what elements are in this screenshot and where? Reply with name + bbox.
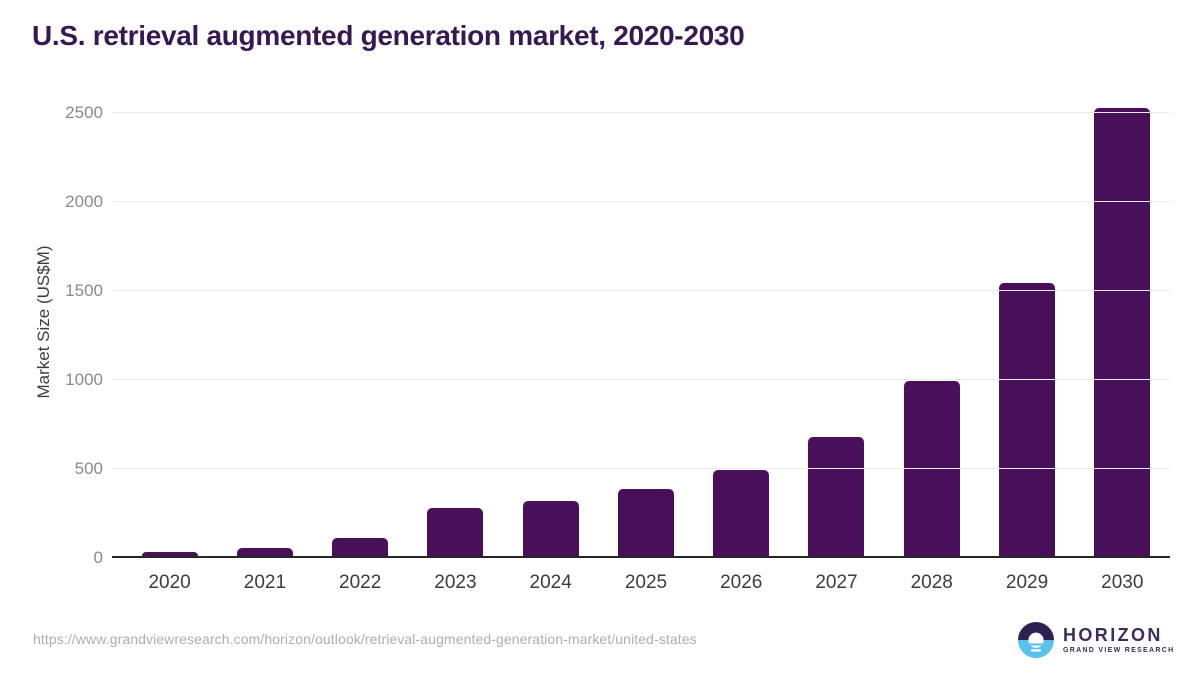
bar-2022 [332,538,389,556]
bar-band-2023 [408,507,503,556]
bar-2024 [522,500,579,556]
x-tick-label-2029: 2029 [1005,572,1049,593]
plot-area: 0 500 1000 1500 2000 2500 [65,95,1170,567]
gridline-1500 [113,290,1170,291]
brand-name: HORIZON [1063,625,1163,645]
bar-band-2020 [122,551,217,556]
bar-2023 [427,507,484,556]
bar-2025 [617,489,674,556]
bar-2021 [236,548,293,556]
gridline-2000 [113,201,1170,202]
x-tick-label-2020: 2020 [148,572,191,593]
x-tick-label-2030: 2030 [1101,572,1144,593]
x-axis-line [112,556,1170,558]
x-tick-label-2025: 2025 [624,572,668,593]
bar-band-2029 [979,282,1074,556]
bar-2030 [1094,108,1151,556]
x-tick-label-2023: 2023 [434,572,477,593]
bar-2027 [808,436,865,556]
bar-band-2026 [694,469,789,556]
y-tick-label-2500: 2500 [65,103,103,122]
bar-series [122,95,1170,556]
brand-subtitle: GRAND VIEW RESEARCH [1063,647,1175,654]
x-tick-label-2028: 2028 [910,572,953,593]
y-tick-label-500: 500 [74,459,103,478]
horizon-sunset-icon [1018,622,1054,658]
gridline-2500 [113,112,1170,113]
bar-band-2021 [217,548,312,556]
page-title: U.S. retrieval augmented generation mark… [32,20,745,51]
x-axis-labels: 2020 2021 2022 2023 2024 2025 2026 2027 2028 2029… [122,572,1170,594]
y-tick-label-1500: 1500 [65,281,103,300]
y-tick-label-2000: 2000 [65,192,103,211]
y-tick-label-0: 0 [93,548,103,567]
source-url: https://www.grandviewresearch.com/horizo… [33,631,697,647]
gridline-1000 [113,379,1170,380]
gridline-500 [113,468,1170,469]
y-axis-title: Market Size (US$M) [34,245,53,399]
x-tick-label-2027: 2027 [815,572,858,593]
bar-2020 [141,551,198,556]
bar-2029 [999,282,1056,556]
bar-band-2030 [1075,108,1170,556]
x-tick-label-2022: 2022 [339,572,382,593]
bar-2026 [713,469,770,556]
brand-logo: HORIZON GRAND VIEW RESEARCH [1018,622,1174,658]
x-tick-label-2026: 2026 [720,572,763,593]
brand-wordmark: HORIZON GRAND VIEW RESEARCH [1063,626,1174,654]
bar-band-2027 [789,436,884,556]
bar-band-2025 [598,489,693,556]
y-tick-label-1000: 1000 [65,370,103,389]
x-tick-label-2024: 2024 [529,572,572,593]
bar-band-2024 [503,500,598,556]
bar-band-2022 [313,538,408,556]
x-tick-label-2021: 2021 [243,572,287,593]
